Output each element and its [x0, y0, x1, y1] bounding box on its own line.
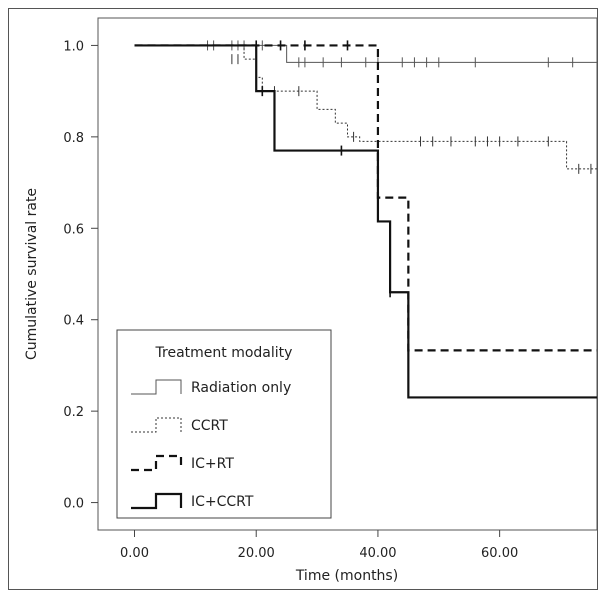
legend-title: Treatment modality [155, 345, 293, 361]
legend-entry: IC+RT [131, 454, 234, 472]
legend-items: Radiation only CCRT IC+RT IC+CCRT [131, 379, 291, 510]
survival-step-line [134, 44, 597, 352]
legend-label: IC+CCRT [191, 494, 254, 510]
legend-swatch [131, 379, 182, 395]
series-ic-ccrt [134, 44, 597, 399]
plot-area-border [97, 17, 598, 531]
x-tick-label: 20.00 [238, 546, 275, 561]
x-axis-label: Time (months) [295, 568, 398, 584]
x-tick-label: 0.00 [120, 546, 149, 561]
legend-entry: IC+CCRT [131, 492, 254, 510]
y-tick-label: 0.8 [63, 131, 84, 146]
y-tick-label: 0.6 [63, 222, 84, 237]
legend-label: CCRT [191, 418, 228, 434]
y-tick-label: 0.0 [63, 497, 84, 512]
legend-entry: CCRT [131, 417, 228, 434]
y-tick-label: 0.4 [63, 314, 84, 329]
survival-step-line [134, 44, 597, 170]
x-tick-label: 40.00 [359, 546, 396, 561]
x-tick-label: 60.00 [481, 546, 518, 561]
y-tick-label: 1.0 [63, 39, 84, 54]
survival-step-line [134, 44, 597, 399]
legend-swatch [131, 454, 183, 472]
legend-label: Radiation only [191, 380, 291, 396]
x-axis: 0.00 20.00 40.00 60.00 [120, 530, 518, 561]
y-tick-label: 0.2 [63, 405, 84, 420]
legend-box [116, 329, 332, 519]
series-ic-rt [134, 40, 597, 352]
legend-label: IC+RT [191, 456, 234, 472]
survival-curves [134, 40, 597, 399]
legend: Treatment modality Radiation only CCRT IC+… [116, 329, 332, 519]
y-axis-label: Cumulative survival rate [24, 188, 40, 360]
legend-swatch [131, 492, 183, 510]
legend-swatch [131, 417, 182, 433]
legend-entry: Radiation only [131, 379, 291, 396]
y-axis: 0.0 0.2 0.4 0.6 0.8 1.0 [63, 39, 98, 512]
